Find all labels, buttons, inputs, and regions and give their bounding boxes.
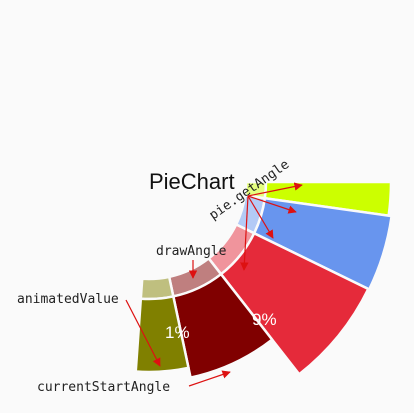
current-start-angle-label: currentStartAngle: [37, 380, 170, 395]
pie-slices: [134, 180, 393, 379]
arrow-animated-value: [125, 299, 161, 367]
arrow-current-start-angle: [188, 370, 231, 387]
arrow-get-angle-dark-red: [240, 195, 249, 271]
pie-slice-olive: [134, 295, 190, 374]
pie-slice-red: [219, 232, 370, 376]
pie-slice-olive-inner: [139, 275, 175, 301]
arrow-get-angle-blue: [247, 195, 297, 214]
arrow-get-angle-lime: [247, 182, 303, 197]
slice-label-olive: 1%: [165, 323, 190, 342]
arrow-get-angle-red: [247, 195, 274, 239]
draw-angle-label: drawAngle: [156, 244, 227, 259]
pie-slice-dark-red: [172, 272, 274, 379]
slice-label-dark-red: 9%: [252, 310, 277, 329]
annotation-arrows: [125, 182, 303, 387]
animated-value-label: animatedValue: [17, 292, 119, 307]
pie-chart-title: PieChart: [149, 169, 235, 194]
